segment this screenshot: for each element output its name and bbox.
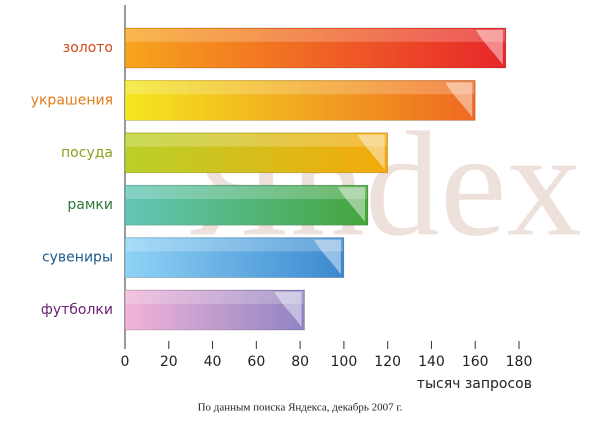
x-tick-label: 60 xyxy=(247,354,265,370)
x-tick-label: 140 xyxy=(418,354,445,370)
category-label: посуда xyxy=(61,145,113,161)
bar-gloss xyxy=(126,291,304,304)
bar-highlight xyxy=(274,292,302,327)
bar-highlight xyxy=(475,30,503,65)
bar xyxy=(124,184,369,226)
bar-gloss xyxy=(126,81,475,95)
bar-gloss xyxy=(126,186,367,199)
bar xyxy=(124,132,388,174)
category-label: золото xyxy=(63,40,113,56)
x-tick-label: 40 xyxy=(204,354,222,370)
x-tick-label: 120 xyxy=(374,354,401,370)
bar-highlight xyxy=(337,187,365,223)
x-axis-label: тысяч запросов xyxy=(417,376,532,392)
x-tick-label: 160 xyxy=(462,354,489,370)
x-tick-label: 0 xyxy=(121,354,130,370)
bar-highlight xyxy=(313,239,341,275)
bar-highlight xyxy=(445,82,473,118)
bar-gloss xyxy=(126,238,343,252)
x-tick-label: 80 xyxy=(291,354,309,370)
bar-gloss xyxy=(126,29,505,42)
x-tick-label: 180 xyxy=(506,354,533,370)
category-label: рамки xyxy=(67,197,113,213)
category-label: украшения xyxy=(31,92,113,108)
x-tick-label: 100 xyxy=(331,354,358,370)
bar xyxy=(124,289,305,331)
bar xyxy=(124,27,507,69)
bar-gloss xyxy=(126,133,387,147)
x-tick-label: 20 xyxy=(160,354,178,370)
footnote: По данным поиска Яндекса, декабрь 2007 г… xyxy=(198,402,403,414)
bar-highlight xyxy=(357,134,385,170)
bar xyxy=(124,80,476,121)
category-label: сувениры xyxy=(42,250,113,266)
bar xyxy=(124,237,345,278)
category-label: футболки xyxy=(41,302,113,318)
